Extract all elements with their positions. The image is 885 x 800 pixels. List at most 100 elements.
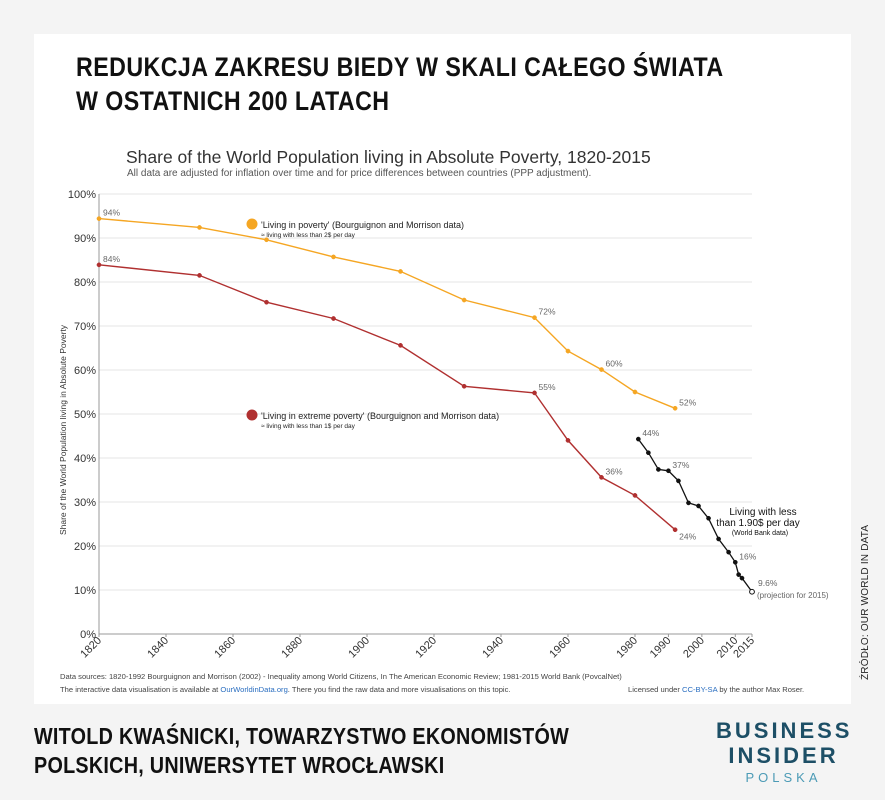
headline-line-2: W OSTATNICH 200 LATACH — [76, 86, 390, 116]
y-tick-label: 70% — [74, 321, 96, 333]
series-line-extreme_poverty — [98, 264, 676, 531]
content-card — [34, 34, 851, 704]
business-insider-logo: BUSINESS INSIDER POLSKA — [716, 718, 851, 786]
data-label-world_bank: 44% — [642, 428, 659, 438]
y-tick-label: 50% — [74, 409, 96, 421]
x-tick-label: 1940 — [480, 635, 506, 661]
data-label-extreme_poverty: 84% — [103, 254, 120, 264]
data-label-world_bank: 16% — [739, 551, 756, 561]
y-tick-label: 30% — [74, 497, 96, 509]
x-tick-label: 1840 — [145, 635, 171, 661]
author-credit: WITOLD KWAŚNICKI, TOWARZYSTWO EKONOMISTÓ… — [34, 722, 569, 780]
data-point-world_bank — [706, 515, 711, 521]
brand-line-1: BUSINESS — [716, 718, 853, 743]
chart-subtitle: All data are adjusted for inflation over… — [127, 168, 591, 179]
data-point-extreme_poverty — [264, 299, 269, 305]
data-label-poverty: 94% — [103, 208, 120, 218]
data-point-world_bank — [676, 478, 681, 484]
ourworldindata-link[interactable]: OurWorldinData.org — [220, 685, 287, 694]
data-point-world_bank — [732, 559, 738, 565]
data-point-world_bank — [656, 467, 661, 472]
data-point-world_bank — [666, 468, 671, 474]
headline-line-1: REDUKCJA ZAKRESU BIEDY W SKALI CAŁEGO ŚW… — [76, 52, 724, 82]
data-point-poverty — [264, 237, 269, 243]
data-point-extreme_poverty — [96, 262, 102, 268]
data-point-poverty — [672, 405, 678, 411]
y-tick-label: 0% — [80, 629, 96, 641]
chart-axes: 0%10%20%30%40%50%60%70%80%90%100%1820 184… — [68, 189, 757, 660]
data-label-extreme_poverty: 24% — [679, 532, 696, 542]
data-point-poverty — [461, 297, 467, 303]
data-point-poverty — [565, 348, 571, 354]
license-post: by the author Max Roser. — [717, 685, 804, 694]
data-point-extreme_poverty — [599, 475, 604, 480]
x-tick-label: 1900 — [346, 635, 372, 661]
footnote-sources: Data sources: 1820-1992 Bourguignon and … — [60, 672, 622, 681]
data-point-extreme_poverty — [565, 438, 571, 443]
legend-wb-line-2: than 1.90$ per day — [716, 518, 799, 529]
series-line-poverty — [98, 217, 676, 409]
x-tick-label: 1860 — [212, 635, 238, 661]
legend-wb-line-1: Living with less — [729, 507, 796, 518]
data-point-world_bank — [635, 436, 641, 442]
data-point-world_bank — [696, 503, 701, 509]
author-line-2: POLSKICH, UNIWERSYTET WROCŁAWSKI — [34, 752, 445, 778]
x-tick-label: 2000 — [681, 635, 707, 661]
y-tick-label: 80% — [74, 277, 96, 289]
y-tick-label: 60% — [74, 365, 96, 377]
y-axis-label: Share of the World Population living in … — [58, 324, 68, 535]
legend-poverty-sub: ≈ living with less than 2$ per day — [261, 232, 356, 239]
data-point-extreme_poverty — [331, 316, 336, 321]
projection-note: (projection for 2015) — [757, 591, 829, 600]
data-point-extreme_poverty — [461, 383, 467, 389]
footnote-interactive-pre: The interactive data visualisation is av… — [60, 685, 220, 694]
footnote-interactive: The interactive data visualisation is av… — [60, 685, 511, 694]
data-point-world_bank — [646, 450, 651, 456]
headline: REDUKCJA ZAKRESU BIEDY W SKALI CAŁEGO ŚW… — [76, 50, 724, 118]
data-point-extreme_poverty — [672, 527, 678, 533]
y-tick-label: 20% — [74, 541, 96, 553]
y-tick-label: 100% — [68, 189, 96, 201]
legend-extreme-sub: ≈ living with less than 1$ per day — [261, 423, 356, 430]
data-point-world_bank — [749, 588, 755, 595]
data-point-world_bank — [736, 572, 741, 577]
data-point-poverty — [96, 216, 102, 221]
data-label-extreme_poverty: 55% — [539, 382, 556, 392]
license-pre: Licensed under — [628, 685, 682, 694]
series-layer — [96, 216, 755, 595]
license-note: Licensed under CC-BY-SA by the author Ma… — [628, 685, 804, 694]
data-point-poverty — [197, 225, 202, 230]
data-point-world_bank — [739, 575, 745, 581]
brand-line-3: POLSKA — [745, 770, 822, 785]
license-link[interactable]: CC-BY-SA — [682, 685, 719, 694]
data-point-poverty — [599, 367, 604, 372]
data-point-poverty — [532, 315, 537, 320]
footnote-interactive-post: . There you find the raw data and more v… — [288, 685, 511, 694]
data-label-poverty: 60% — [606, 359, 623, 369]
brand-line-2: INSIDER — [728, 743, 839, 768]
data-point-extreme_poverty — [197, 273, 202, 278]
data-point-poverty — [632, 389, 638, 395]
legend-wb-line-3: (World Bank data) — [732, 530, 788, 537]
y-tick-label: 40% — [74, 453, 96, 465]
legend-poverty-label: 'Living in poverty' (Bourguignon and Mor… — [261, 220, 464, 230]
x-tick-label: 1980 — [614, 635, 640, 661]
x-tick-label: 1990 — [648, 635, 674, 661]
y-axis-title: Share of the World Population living in … — [58, 324, 68, 535]
legend-extreme-label: 'Living in extreme poverty' (Bourguignon… — [261, 411, 499, 421]
data-point-extreme_poverty — [532, 390, 537, 396]
data-label-poverty: 52% — [679, 397, 696, 407]
data-point-extreme_poverty — [632, 493, 638, 498]
x-tick-label: 1960 — [547, 635, 573, 661]
y-tick-label: 10% — [74, 585, 96, 597]
chart-title: Share of the World Population living in … — [126, 147, 651, 167]
data-point-world_bank — [686, 500, 691, 506]
data-label-world_bank: 37% — [672, 460, 689, 470]
data-labels: 94% 72% 60% 52% 84% 55% 36% 24% 44% 37% 16% 9.6% — [103, 208, 778, 588]
data-label-world_bank: 9.6% — [758, 578, 778, 588]
data-label-extreme_poverty: 36% — [606, 466, 623, 476]
data-point-world_bank — [716, 536, 721, 542]
data-point-poverty — [331, 254, 336, 260]
data-point-extreme_poverty — [398, 343, 403, 348]
